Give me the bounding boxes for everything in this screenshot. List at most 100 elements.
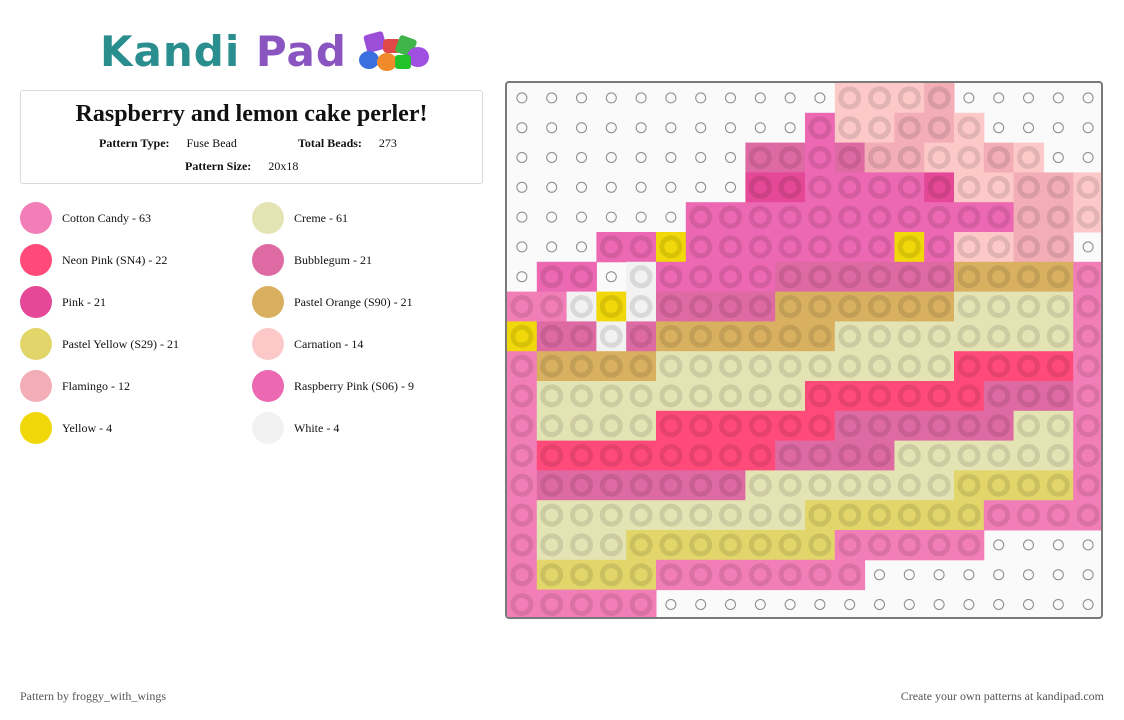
bead xyxy=(685,232,717,263)
empty-peg xyxy=(784,599,796,610)
legend-label: Creme - 61 xyxy=(294,210,348,225)
bead xyxy=(834,232,866,263)
bead xyxy=(894,351,925,382)
bead xyxy=(805,410,836,442)
color-swatch xyxy=(252,286,284,318)
bead xyxy=(924,321,955,352)
bead-ring xyxy=(540,295,564,318)
legend-label: Flamingo - 12 xyxy=(62,378,130,393)
color-swatch xyxy=(252,202,284,234)
bead xyxy=(626,500,657,531)
empty-peg xyxy=(754,122,766,134)
bead xyxy=(507,410,538,442)
bead xyxy=(536,530,568,561)
bead-ring xyxy=(957,205,981,229)
bead xyxy=(983,440,1015,471)
bead-ring xyxy=(659,295,683,318)
bead xyxy=(685,559,717,591)
bead xyxy=(1073,470,1101,501)
empty-peg xyxy=(1052,152,1064,163)
bead-ring xyxy=(838,175,862,199)
empty-peg xyxy=(546,181,558,193)
bead-ring xyxy=(719,503,742,527)
bead-ring xyxy=(748,175,772,199)
bead-ring xyxy=(987,146,1011,169)
bead xyxy=(834,291,866,322)
bead xyxy=(894,202,925,233)
bead xyxy=(1073,381,1101,412)
bead-ring xyxy=(1017,473,1040,497)
empty-peg xyxy=(1052,122,1064,134)
bead xyxy=(1043,291,1074,322)
kandipad-link[interactable]: Create your own patterns at kandipad.com xyxy=(900,689,1104,703)
legend-label: Pastel Orange (S90) - 21 xyxy=(294,294,413,309)
bead-ring xyxy=(1017,444,1040,467)
bead-ring xyxy=(689,384,713,408)
bead-ring xyxy=(599,295,623,318)
bead-ring xyxy=(748,235,772,259)
bead-ring xyxy=(897,146,921,169)
bead xyxy=(924,470,955,501)
bead xyxy=(566,530,597,561)
total-beads-row: Total Beads: 273 xyxy=(298,136,397,151)
bead-ring xyxy=(868,414,891,438)
empty-peg xyxy=(546,241,558,253)
bead-ring xyxy=(987,354,1011,378)
empty-peg xyxy=(814,92,826,104)
bead xyxy=(864,500,895,531)
bead xyxy=(864,232,895,263)
bead xyxy=(1043,321,1074,352)
bead-ring xyxy=(1017,503,1040,527)
legend-item: Yellow - 4 xyxy=(20,411,112,445)
bead xyxy=(864,261,895,293)
bead xyxy=(536,321,568,352)
bead-ring xyxy=(897,354,921,378)
bead-ring xyxy=(1076,444,1100,467)
bead-ring xyxy=(629,563,653,587)
bead xyxy=(1073,500,1101,531)
total-beads-value: 273 xyxy=(378,136,397,150)
empty-peg xyxy=(1052,539,1064,551)
bead-ring xyxy=(510,295,534,318)
bead xyxy=(924,112,955,144)
bead-ring xyxy=(927,295,951,318)
bead-ring xyxy=(1076,205,1100,229)
empty-peg xyxy=(605,181,617,193)
bead xyxy=(626,530,657,561)
bead xyxy=(864,530,895,561)
bead xyxy=(924,83,955,114)
bead xyxy=(834,172,866,203)
bead xyxy=(1013,172,1044,203)
pattern-type-value: Fuse Bead xyxy=(186,136,237,150)
bead-ring xyxy=(599,503,623,527)
bead xyxy=(715,381,746,412)
bead-pattern-grid[interactable] xyxy=(505,81,1103,619)
bead-ring xyxy=(570,444,593,467)
bead-ring xyxy=(540,414,564,438)
bead xyxy=(566,589,597,617)
bead-ring xyxy=(778,563,802,587)
bead xyxy=(924,172,955,203)
bead-ring xyxy=(599,444,623,467)
legend-label: Pink - 21 xyxy=(62,294,107,309)
bead xyxy=(775,559,806,591)
kandi-pad-logo[interactable]: Kandi Pad xyxy=(100,26,433,76)
bead-ring xyxy=(599,473,623,497)
empty-peg xyxy=(695,122,707,134)
bead-ring xyxy=(897,295,921,318)
bead xyxy=(805,470,836,501)
bead-ring xyxy=(748,384,772,408)
bead-ring xyxy=(838,354,862,378)
pattern-size-value: 20x18 xyxy=(268,159,299,173)
bead xyxy=(924,261,955,293)
bead xyxy=(656,500,687,531)
bead xyxy=(566,440,597,471)
bead-ring xyxy=(689,533,713,557)
empty-peg xyxy=(546,92,558,104)
legend-label: Cotton Candy - 63 xyxy=(62,210,151,225)
bead-ring xyxy=(868,384,891,408)
bead xyxy=(864,321,895,352)
bead xyxy=(775,232,806,263)
bead xyxy=(685,440,717,471)
legend-label: Bubblegum - 21 xyxy=(294,252,372,267)
